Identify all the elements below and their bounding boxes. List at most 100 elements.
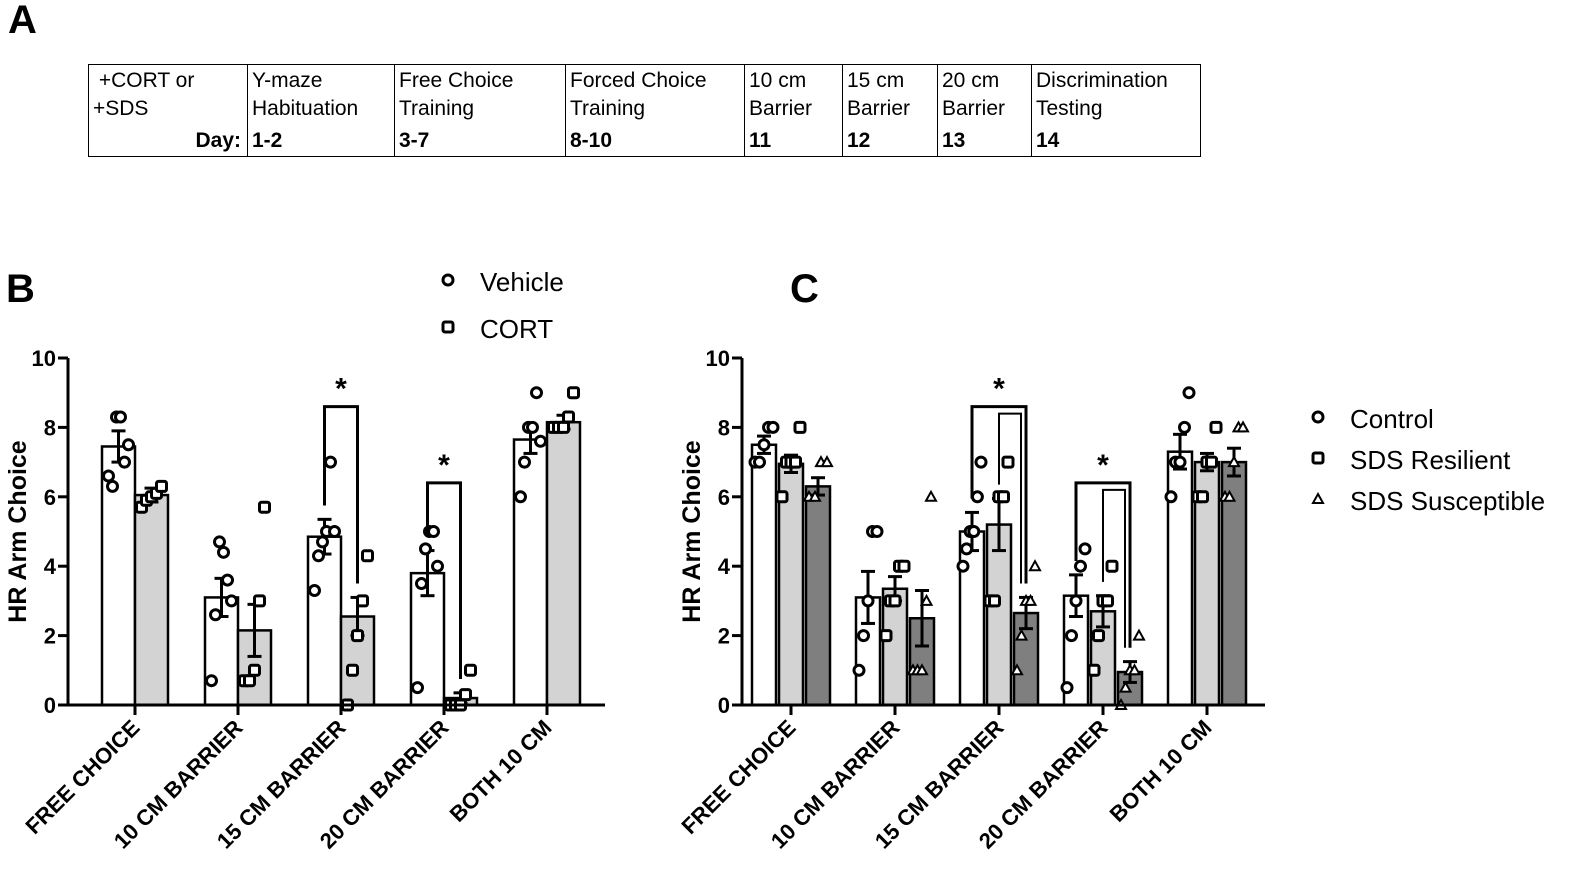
data-point-C-3-0-0 (1060, 681, 1074, 695)
data-point-B-3-0-5 (431, 559, 444, 573)
data-point-B-1-0-3 (217, 545, 230, 559)
data-point-B-1-1-3 (253, 594, 266, 608)
significance-bracket-B-1 (426, 481, 462, 679)
data-point-C-1-2-4 (924, 489, 938, 502)
panel-label-c: C (790, 267, 819, 311)
x-tick-label-4: BOTH 10 CM (1105, 715, 1217, 827)
data-point-C-1-2-3 (919, 593, 934, 606)
data-point-B-1-0-4 (221, 573, 234, 587)
bar-B-2-0 (306, 535, 343, 707)
data-point-C-4-2-4 (1236, 420, 1250, 433)
data-point-B-1-1-2 (248, 663, 261, 677)
data-point-C-2-2-3 (1023, 593, 1038, 606)
data-point-C-3-1-1 (1092, 629, 1105, 643)
y-axis-label: HR Arm Choice (678, 440, 706, 623)
protocol-day-7: 14 (1031, 127, 1201, 157)
data-point-B-2-0-5 (328, 525, 341, 538)
data-point-B-2-0-1 (312, 549, 325, 563)
data-point-C-4-1-3 (1205, 455, 1218, 469)
data-point-B-1-0-1 (209, 608, 222, 622)
data-point-B-4-1-4 (567, 386, 580, 400)
protocol-day-row: Day: 1-2 3-7 8-10 11 12 13 14 (88, 127, 1201, 157)
legend-label-C-2: SDS Susceptible (1350, 486, 1545, 516)
legend-marker-B-0 (441, 273, 455, 287)
y-tick-label-4: 8 (718, 415, 730, 440)
data-point-C-1-0-2 (861, 594, 875, 608)
protocol-day-0: Day: (88, 127, 248, 157)
data-point-B-4-1-3 (562, 410, 575, 424)
panel-label-a: A (8, 0, 37, 42)
legend-marker-C-1 (1311, 451, 1325, 465)
bar-C-4-0 (1166, 450, 1194, 707)
y-tick-label-0: 0 (718, 693, 730, 718)
bar-B-4-0 (512, 438, 549, 707)
protocol-phase-0: +CORT or +SDS (88, 63, 248, 128)
data-point-C-4-2-2 (1227, 455, 1241, 468)
significance-star-B-1: * (438, 449, 450, 482)
data-point-B-3-0-4 (427, 525, 440, 538)
data-point-C-2-1-4 (1001, 455, 1015, 469)
legend-label-B-0: Vehicle (480, 267, 564, 297)
bar-B-4-1 (545, 420, 582, 707)
data-point-B-4-0-0 (514, 490, 527, 504)
data-point-B-3-0-1 (415, 577, 428, 591)
data-point-C-1-2-2 (915, 663, 929, 676)
data-point-C-2-1-3 (997, 490, 1010, 504)
data-point-B-2-0-2 (316, 535, 329, 549)
data-point-C-3-2-3 (1127, 663, 1142, 676)
data-point-B-1-1-1 (243, 674, 256, 688)
data-point-C-2-0-5 (974, 455, 988, 469)
y-axis-label: HR Arm Choice (4, 440, 32, 623)
y-tick-label-2: 4 (718, 554, 731, 579)
data-point-B-0-0-5 (122, 438, 135, 452)
data-point-C-0-1-0 (775, 490, 789, 504)
data-point-B-1-1-4 (258, 500, 271, 514)
legend-label-B-1: CORT (480, 314, 553, 344)
panel-label-b: B (6, 267, 35, 311)
data-point-C-3-1-4 (1105, 559, 1119, 573)
data-point-C-0-0-4 (766, 420, 780, 434)
bar-B-0-1 (133, 493, 170, 707)
data-point-C-2-0-4 (970, 490, 984, 504)
data-point-C-4-0-4 (1182, 386, 1196, 400)
data-point-B-2-1-1 (346, 663, 359, 677)
data-point-B-1-0-0 (205, 674, 218, 688)
protocol-day-1: 1-2 (247, 127, 395, 157)
data-point-C-2-2-4 (1028, 559, 1042, 572)
protocol-day-4: 11 (744, 127, 843, 157)
data-point-C-0-0-2 (757, 438, 771, 452)
data-point-C-0-1-3 (789, 455, 802, 469)
data-point-B-4-0-1 (518, 455, 531, 469)
significance-bracket-C-0 (970, 405, 1028, 584)
data-point-B-0-0-3 (114, 410, 127, 424)
data-point-B-2-0-0 (308, 583, 321, 597)
protocol-phase-3: Forced Choice Training (565, 63, 745, 128)
data-point-C-4-0-3 (1178, 420, 1191, 434)
significance-bracket-B-0 (323, 405, 359, 584)
data-point-C-0-2-1 (808, 489, 822, 502)
data-point-B-4-0-5 (534, 434, 547, 448)
data-point-C-2-0-3 (967, 525, 981, 538)
bar-C-0-0 (750, 443, 778, 707)
legend-label-C-1: SDS Resilient (1350, 445, 1511, 475)
legend-marker-C-0 (1311, 410, 1325, 424)
protocol-day-2: 3-7 (394, 127, 566, 157)
y-tick-label-5: 10 (706, 346, 730, 371)
y-tick-label-5: 10 (32, 346, 56, 371)
data-point-B-1-0-2 (213, 535, 226, 549)
data-point-B-0-0-4 (118, 455, 131, 469)
data-point-C-3-0-2 (1069, 594, 1083, 608)
data-point-C-3-1-0 (1087, 663, 1101, 677)
protocol-phase-row: +CORT or +SDS Y-maze Habituation Free Choi… (88, 63, 1201, 128)
data-point-C-3-2-4 (1132, 628, 1146, 641)
data-point-C-4-0-0 (1164, 490, 1178, 504)
data-point-B-4-1-2 (557, 420, 570, 434)
protocol-day-6: 13 (937, 127, 1032, 157)
data-point-B-0-0-0 (102, 469, 115, 483)
data-point-C-3-0-4 (1078, 542, 1092, 556)
y-tick-label-0: 0 (44, 693, 56, 718)
data-point-C-2-2-1 (1014, 628, 1029, 641)
